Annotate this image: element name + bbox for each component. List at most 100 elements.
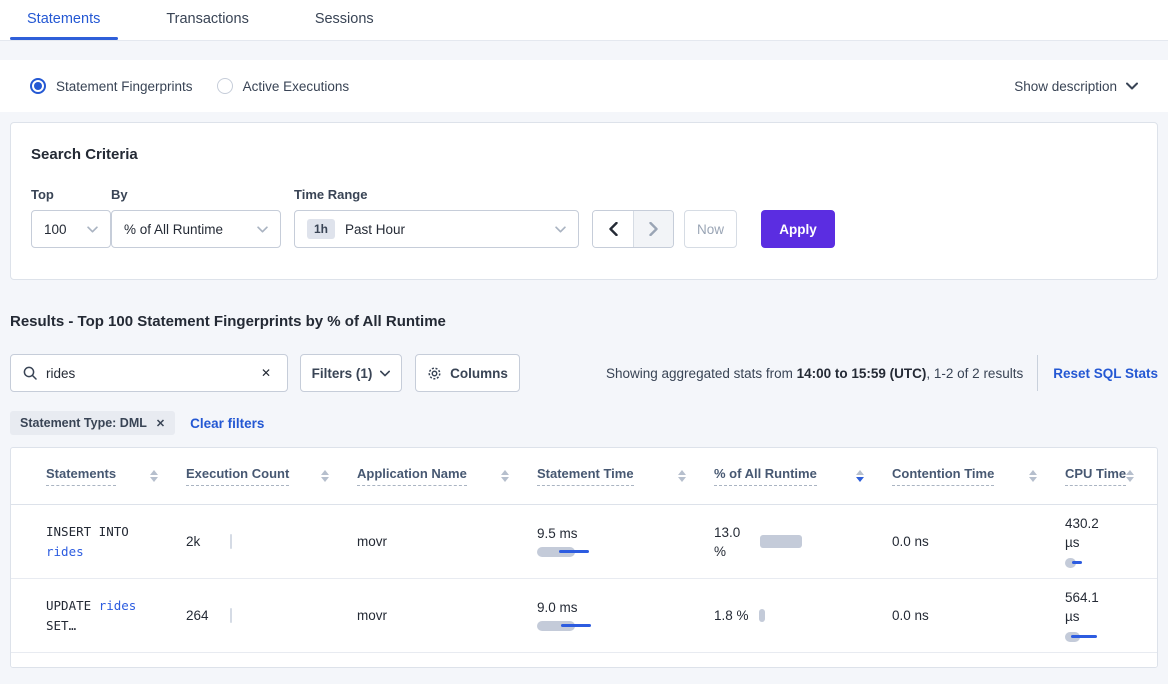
execution-count-bar (230, 534, 232, 549)
time-range-badge: 1h (307, 219, 336, 239)
header-pct-runtime: % of All Runtime (714, 466, 892, 486)
sort-icon[interactable] (321, 470, 329, 482)
filters-button-label: Filters (1) (311, 365, 373, 381)
chevron-left-icon (608, 222, 618, 236)
radio-statement-fingerprints-label: Statement Fingerprints (56, 78, 193, 94)
execution-count-cell: 264 (186, 608, 357, 623)
sort-icon-active-desc[interactable] (856, 470, 864, 482)
sort-icon[interactable] (501, 470, 509, 482)
header-application-name-label[interactable]: Application Name (357, 466, 467, 486)
time-range-field: Time Range 1h Past Hour (294, 187, 579, 248)
pct-runtime-bar (760, 535, 802, 548)
statement-time-cell: 9.0 ms (537, 600, 714, 632)
search-icon (23, 366, 37, 380)
top-select[interactable]: 100 (31, 210, 111, 248)
aggregated-stats-text: Showing aggregated stats from 14:00 to 1… (606, 365, 1024, 381)
time-range-label: Time Range (294, 187, 368, 202)
time-range-select[interactable]: 1h Past Hour (294, 210, 579, 248)
reset-sql-stats-link[interactable]: Reset SQL Stats (1053, 365, 1158, 381)
cpu-time-bar (1065, 631, 1147, 643)
tab-transactions[interactable]: Transactions (166, 11, 249, 27)
filter-chip-label: Statement Type: DML (20, 416, 147, 430)
chevron-down-icon (1126, 82, 1138, 90)
chevron-down-icon (555, 225, 566, 233)
by-field: By % of All Runtime (111, 187, 281, 248)
search-box[interactable]: ✕ (10, 354, 288, 392)
results-toolbar: ✕ Filters (1) Columns Showing aggregated… (10, 354, 1158, 392)
next-time-range-button[interactable] (633, 211, 673, 247)
previous-time-range-button[interactable] (593, 211, 633, 247)
search-input[interactable] (46, 365, 257, 381)
tab-statements[interactable]: Statements (9, 1, 119, 40)
contention-time-cell: 0.0 ns (892, 608, 929, 623)
pct-runtime-cell: 13.0 % (714, 523, 892, 561)
header-application-name: Application Name (357, 466, 537, 486)
tab-sessions[interactable]: Sessions (314, 11, 374, 27)
table-row: UPDATE rides SET… 264 movr 9.0 ms 1.8 % … (11, 579, 1157, 653)
now-button[interactable]: Now (684, 210, 737, 248)
pct-runtime-cell: 1.8 % (714, 608, 892, 623)
statement-time-value: 9.0 ms (537, 599, 578, 615)
top-select-value: 100 (44, 221, 67, 237)
pct-runtime-bar (758, 609, 765, 622)
view-toggle-bar: Statement Fingerprints Active Executions… (0, 60, 1168, 112)
sort-icon[interactable] (1029, 470, 1037, 482)
contention-time-cell: 0.0 ns (892, 534, 929, 549)
statement-link[interactable]: rides (98, 597, 137, 613)
table-bottom-padding (11, 653, 1157, 667)
active-filters-row: Statement Type: DML ✕ Clear filters (10, 411, 1158, 435)
header-contention-time-label[interactable]: Contention Time (892, 466, 995, 486)
header-statements-label[interactable]: Statements (46, 466, 117, 486)
statement-keyword: UPDATE (46, 597, 99, 613)
radio-active-executions-label: Active Executions (242, 78, 350, 94)
by-select[interactable]: % of All Runtime (111, 210, 281, 248)
radio-selected-icon (30, 78, 46, 94)
table-header-row: Statements Execution Count Application N… (11, 448, 1157, 505)
top-field: Top 100 (31, 187, 111, 248)
statement-time-cell: 9.5 ms (537, 526, 714, 558)
execution-count-value: 2k (186, 534, 201, 549)
chevron-right-icon (649, 222, 658, 236)
columns-button[interactable]: Columns (415, 354, 520, 392)
header-statements: Statements (46, 466, 186, 486)
clear-filters-link[interactable]: Clear filters (190, 415, 265, 431)
view-radio-group: Statement Fingerprints Active Executions (30, 78, 349, 94)
search-criteria-panel: Search Criteria Top 100 By % of All Runt… (10, 122, 1158, 280)
show-description-toggle[interactable]: Show description (1014, 79, 1138, 94)
execution-count-value: 264 (186, 608, 209, 623)
gear-icon (428, 367, 441, 379)
clear-search-icon[interactable]: ✕ (260, 366, 271, 380)
pct-runtime-value: 1.8 % (714, 608, 749, 623)
chevron-down-icon (87, 225, 98, 233)
filters-button[interactable]: Filters (1) (300, 354, 402, 392)
header-contention-time: Contention Time (892, 466, 1065, 486)
radio-unselected-icon (216, 78, 233, 94)
sort-icon[interactable] (1126, 470, 1135, 482)
statement-keyword: INSERT INTO (46, 523, 129, 539)
sort-icon[interactable] (678, 470, 686, 482)
by-label: By (111, 187, 128, 202)
header-cpu-time-label[interactable]: CPU Time (1065, 466, 1127, 486)
cpu-time-cell: 430.2 µs (1065, 514, 1147, 569)
header-cpu-time: CPU Time (1065, 466, 1157, 486)
statement-cell: INSERT INTO rides (46, 522, 186, 562)
statement-link[interactable]: rides (46, 543, 84, 559)
top-label: Top (31, 187, 54, 202)
header-pct-runtime-label[interactable]: % of All Runtime (714, 466, 817, 486)
chevron-down-icon (380, 370, 391, 376)
apply-button[interactable]: Apply (761, 210, 835, 248)
radio-statement-fingerprints[interactable]: Statement Fingerprints (30, 78, 193, 94)
filter-chip-statement-type[interactable]: Statement Type: DML ✕ (10, 411, 176, 435)
show-description-label: Show description (1014, 78, 1117, 94)
by-select-value: % of All Runtime (124, 221, 224, 237)
header-statement-time-label[interactable]: Statement Time (537, 466, 634, 486)
radio-active-executions[interactable]: Active Executions (216, 78, 350, 94)
table-row: INSERT INTO rides 2k movr 9.5 ms 13.0 % … (11, 505, 1157, 579)
header-execution-count: Execution Count (186, 466, 357, 486)
sort-icon[interactable] (150, 470, 158, 482)
remove-filter-icon[interactable]: ✕ (155, 417, 166, 430)
application-name-cell: movr (357, 608, 387, 623)
header-execution-count-label[interactable]: Execution Count (186, 466, 290, 486)
chevron-down-icon (257, 225, 268, 233)
